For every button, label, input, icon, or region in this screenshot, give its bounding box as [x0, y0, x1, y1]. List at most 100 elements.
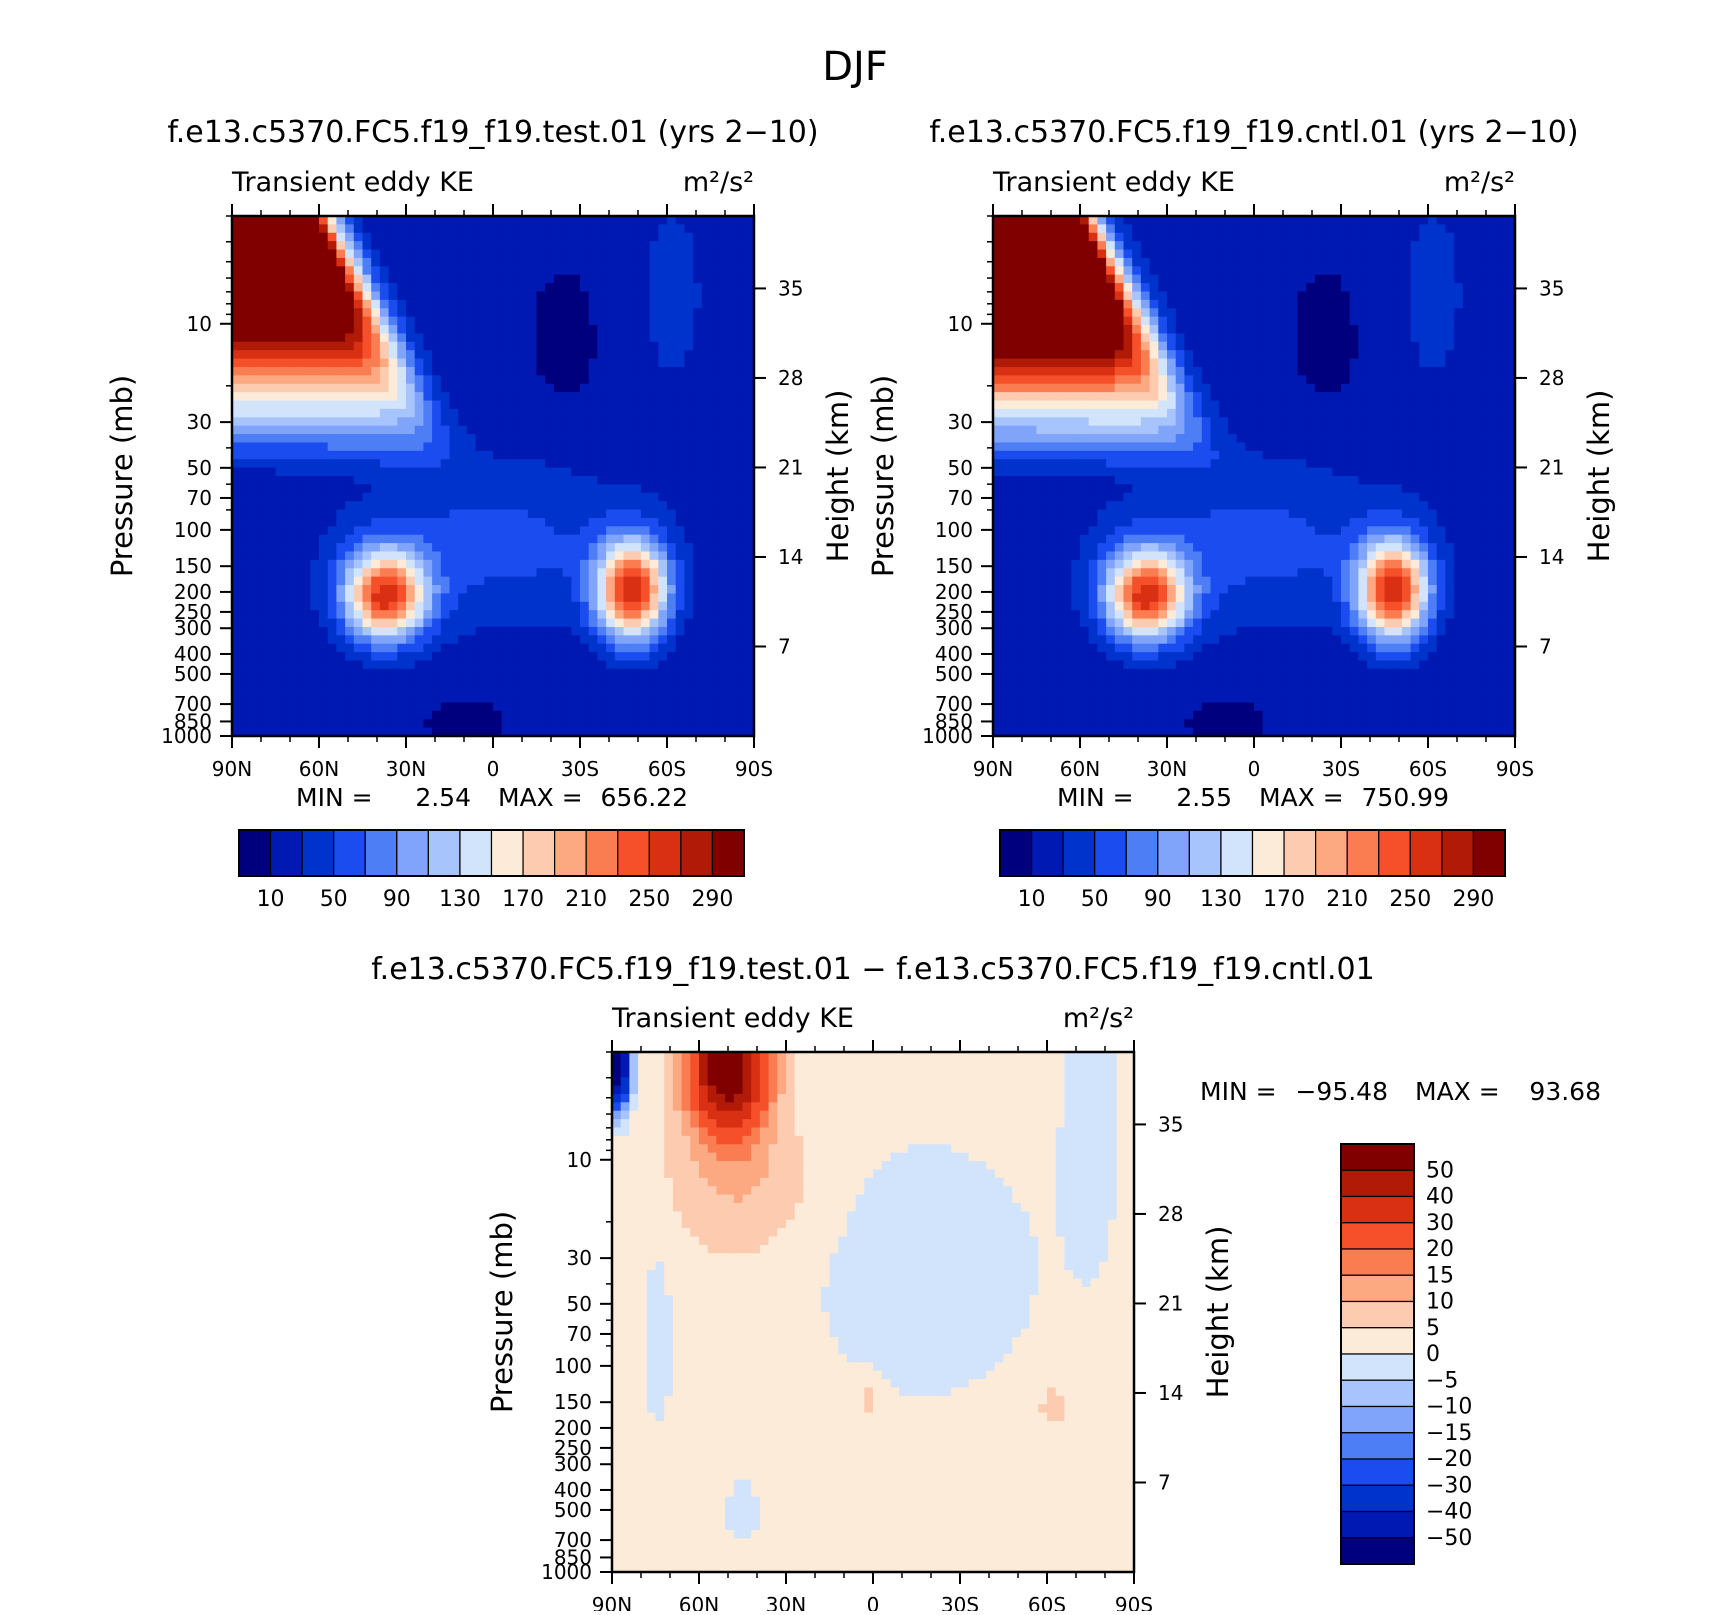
field-cell	[1071, 266, 1080, 275]
field-cell	[354, 510, 363, 519]
field-cell	[580, 610, 589, 619]
field-cell	[1071, 291, 1080, 300]
field-cell	[276, 476, 285, 485]
field-cell	[1489, 250, 1498, 259]
field-cell	[397, 468, 406, 477]
field-cell	[232, 359, 241, 368]
field-cell	[676, 694, 685, 703]
field-cell	[589, 568, 598, 577]
field-cell	[676, 384, 685, 393]
field-cell	[693, 661, 702, 670]
field-cell	[1219, 291, 1228, 300]
field-cell	[249, 426, 258, 435]
field-cell	[284, 333, 293, 342]
field-cell	[363, 610, 372, 619]
field-cell	[380, 300, 389, 309]
field-cell	[719, 518, 728, 527]
field-cell	[406, 350, 415, 359]
field-cell	[728, 518, 737, 527]
field-cell	[484, 585, 493, 594]
field-cell	[450, 585, 459, 594]
field-cell	[597, 250, 606, 259]
field-cell	[528, 325, 537, 334]
field-cell	[284, 359, 293, 368]
field-cell	[389, 459, 398, 468]
field-cell	[641, 250, 650, 259]
field-cell	[1350, 367, 1359, 376]
field-cell	[1028, 233, 1037, 242]
field-cell	[650, 635, 659, 644]
field-cell	[363, 409, 372, 418]
field-cell	[249, 468, 258, 477]
field-cell	[615, 317, 624, 326]
field-cell	[1385, 350, 1394, 359]
field-cell	[432, 719, 441, 728]
field-cell	[650, 409, 659, 418]
field-cell	[484, 476, 493, 485]
field-cell	[1037, 342, 1046, 351]
field-cell	[510, 661, 519, 670]
field-cell	[415, 568, 424, 577]
field-cell	[293, 367, 302, 376]
field-cell	[267, 627, 276, 636]
field-cell	[641, 283, 650, 292]
field-cell	[580, 493, 589, 502]
field-cell	[328, 551, 337, 560]
field-cell	[1367, 350, 1376, 359]
field-cell	[380, 669, 389, 678]
field-cell	[728, 501, 737, 510]
field-cell	[737, 451, 746, 460]
field-cell	[406, 250, 415, 259]
field-cell	[336, 426, 345, 435]
field-cell	[389, 677, 398, 686]
field-cell	[476, 635, 485, 644]
field-cell	[293, 719, 302, 728]
field-cell	[571, 669, 580, 678]
field-cell	[1002, 266, 1011, 275]
field-cell	[450, 551, 459, 560]
field-cell	[363, 375, 372, 384]
field-cell	[597, 283, 606, 292]
field-cell	[336, 568, 345, 577]
field-cell	[1332, 250, 1341, 259]
field-cell	[615, 484, 624, 493]
field-cell	[676, 258, 685, 267]
field-cell	[502, 510, 511, 519]
field-cell	[380, 518, 389, 527]
field-cell	[1289, 308, 1298, 317]
field-cell	[415, 577, 424, 586]
field-cell	[467, 367, 476, 376]
field-cell	[249, 250, 258, 259]
field-cell	[241, 417, 250, 426]
field-cell	[510, 367, 519, 376]
field-cell	[597, 652, 606, 661]
field-cell	[606, 367, 615, 376]
field-cell	[1037, 266, 1046, 275]
field-cell	[589, 518, 598, 527]
field-cell	[441, 375, 450, 384]
field-cell	[502, 233, 511, 242]
field-cell	[658, 250, 667, 259]
field-cell	[554, 543, 563, 552]
field-cell	[1385, 258, 1394, 267]
field-cell	[615, 392, 624, 401]
field-cell	[1037, 258, 1046, 267]
field-cell	[1376, 333, 1385, 342]
field-cell	[1054, 325, 1063, 334]
field-cell	[519, 224, 528, 233]
field-cell	[624, 216, 633, 225]
field-cell	[249, 702, 258, 711]
field-cell	[1124, 258, 1133, 267]
field-cell	[502, 401, 511, 410]
field-cell	[1132, 300, 1141, 309]
field-cell	[580, 258, 589, 267]
field-cell	[1089, 233, 1098, 242]
field-cell	[606, 627, 615, 636]
field-cell	[241, 367, 250, 376]
field-cell	[528, 560, 537, 569]
field-cell	[1306, 275, 1315, 284]
field-cell	[389, 434, 398, 443]
field-cell	[302, 250, 311, 259]
field-cell	[728, 535, 737, 544]
field-cell	[537, 317, 546, 326]
